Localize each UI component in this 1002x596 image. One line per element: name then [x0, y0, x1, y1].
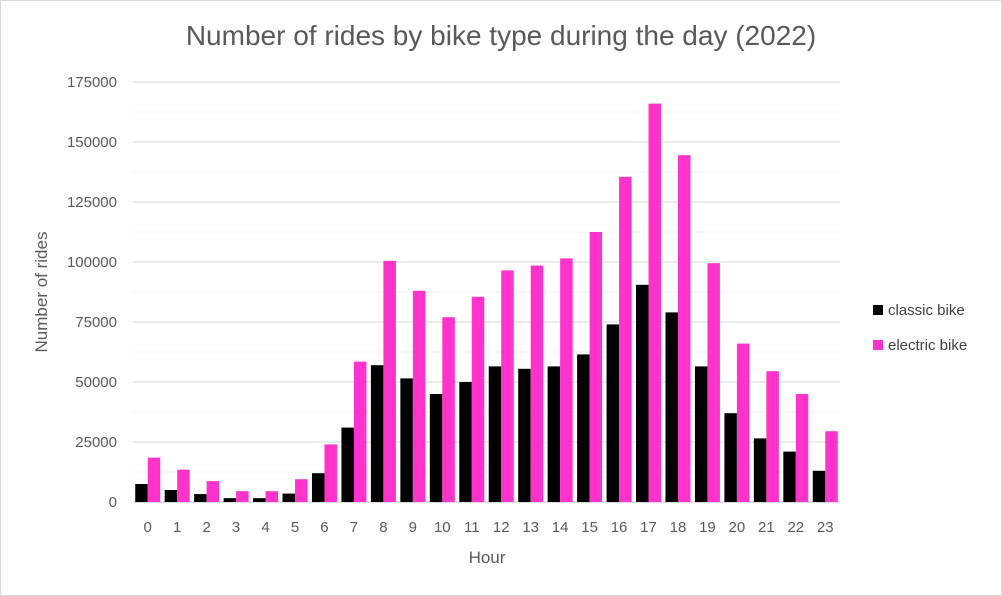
y-tick-label: 25000 [75, 434, 117, 451]
y-tick-label: 125000 [67, 194, 117, 211]
legend-label: electric bike [888, 337, 967, 354]
bar-classic-bike-15 [577, 354, 590, 502]
bar-electric-bike-22 [795, 394, 809, 502]
bars [135, 103, 838, 503]
bar-electric-bike-21 [766, 371, 779, 502]
y-tick-label: 75000 [75, 314, 117, 331]
bar-classic-bike-12 [488, 366, 502, 502]
x-axis-ticks: 0 1 2 3 4 5 6 7 8 9 10 11 12 13 14 15 16 17 18 19 20 21 22 23 [144, 519, 834, 536]
bar-classic-bike-11 [459, 382, 472, 502]
x-tick-label: 17 [640, 519, 657, 536]
bar-electric-bike-3 [236, 491, 249, 502]
bar-classic-bike-5 [282, 493, 296, 502]
x-tick-label: 0 [144, 519, 152, 536]
bar-classic-bike-3 [223, 498, 237, 502]
x-axis-title: Hour [469, 548, 506, 567]
bar-classic-bike-20 [724, 413, 737, 502]
bar-electric-bike-9 [412, 290, 426, 502]
bar-classic-bike-21 [753, 438, 767, 502]
bar-electric-bike-23 [825, 431, 838, 502]
bar-electric-bike-15 [589, 232, 603, 502]
bar-classic-bike-19 [694, 366, 708, 502]
bar-electric-bike-14 [560, 258, 573, 502]
x-tick-label: 21 [758, 519, 775, 536]
x-tick-label: 16 [611, 519, 628, 536]
bar-electric-bike-8 [383, 260, 396, 502]
bar-electric-bike-2 [206, 481, 220, 502]
x-tick-label: 8 [379, 519, 387, 536]
bar-electric-bike-5 [295, 479, 308, 502]
bar-classic-bike-13 [518, 368, 531, 502]
y-tick-label: 0 [109, 494, 117, 511]
x-tick-label: 10 [434, 519, 451, 536]
x-tick-label: 5 [291, 519, 299, 536]
x-tick-label: 7 [350, 519, 358, 536]
bar-electric-bike-1 [177, 469, 190, 502]
bar-classic-bike-18 [665, 312, 678, 502]
x-tick-label: 12 [493, 519, 510, 536]
bar-classic-bike-17 [636, 284, 649, 502]
legend-swatch [873, 340, 883, 350]
x-tick-label: 23 [817, 519, 834, 536]
bar-classic-bike-2 [194, 494, 207, 502]
x-tick-label: 15 [581, 519, 598, 536]
y-tick-label: 150000 [67, 134, 117, 151]
x-tick-label: 13 [522, 519, 539, 536]
bar-electric-bike-0 [147, 457, 161, 502]
bar-electric-bike-6 [324, 444, 337, 502]
bar-classic-bike-4 [253, 498, 266, 502]
chart-title: Number of rides by bike type during the … [185, 20, 817, 51]
bar-electric-bike-7 [353, 361, 367, 502]
x-tick-label: 1 [173, 519, 181, 536]
bar-electric-bike-13 [530, 265, 544, 502]
bar-classic-bike-6 [311, 473, 325, 502]
bar-classic-bike-9 [400, 378, 413, 502]
bar-classic-bike-1 [164, 490, 178, 502]
legend-swatch [873, 305, 883, 315]
bar-classic-bike-7 [341, 427, 354, 502]
bar-classic-bike-10 [429, 394, 443, 502]
x-tick-label: 9 [409, 519, 417, 536]
x-tick-label: 4 [261, 519, 269, 536]
x-tick-label: 22 [787, 519, 804, 536]
y-tick-label: 175000 [67, 74, 117, 91]
bar-electric-bike-20 [736, 343, 750, 502]
x-tick-label: 3 [232, 519, 240, 536]
bar-classic-bike-23 [812, 470, 826, 502]
x-tick-label: 20 [729, 519, 746, 536]
y-tick-label: 50000 [75, 374, 117, 391]
bar-electric-bike-19 [707, 263, 720, 502]
legend-label: classic bike [888, 302, 965, 319]
bar-electric-bike-17 [648, 103, 662, 502]
bar-electric-bike-10 [442, 317, 455, 502]
gridlines [133, 81, 840, 503]
bar-classic-bike-14 [547, 366, 561, 502]
x-tick-label: 19 [699, 519, 716, 536]
legend: classic bike electric bike [873, 302, 967, 354]
bar-classic-bike-22 [783, 451, 796, 502]
x-tick-label: 18 [670, 519, 687, 536]
bar-electric-bike-4 [265, 491, 279, 502]
bar-classic-bike-16 [606, 324, 620, 502]
y-tick-label: 100000 [67, 254, 117, 271]
x-tick-label: 6 [320, 519, 328, 536]
x-tick-label: 2 [202, 519, 210, 536]
bar-electric-bike-16 [619, 176, 632, 503]
bar-electric-bike-18 [677, 155, 691, 502]
y-axis-title: Number of rides [32, 232, 51, 353]
bar-electric-bike-12 [501, 270, 514, 502]
bar-classic-bike-8 [370, 365, 384, 502]
x-tick-label: 11 [464, 519, 480, 536]
x-tick-label: 14 [552, 519, 569, 536]
bar-electric-bike-11 [471, 296, 485, 502]
bar-classic-bike-0 [135, 484, 148, 502]
y-axis-ticks: 0 25000 50000 75000 100000 125000 150000 175000 [67, 74, 117, 511]
